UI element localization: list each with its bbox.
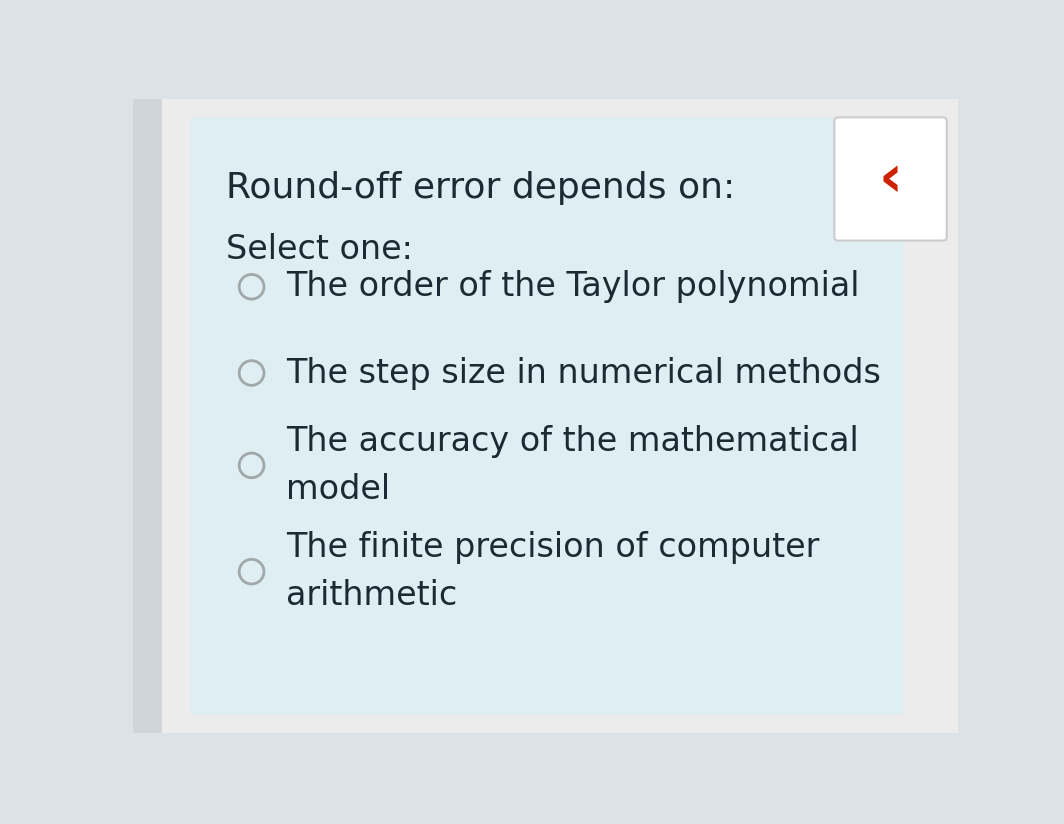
Circle shape	[239, 274, 264, 299]
Text: The step size in numerical methods: The step size in numerical methods	[286, 357, 881, 390]
FancyBboxPatch shape	[834, 117, 947, 241]
Text: The accuracy of the mathematical
model: The accuracy of the mathematical model	[286, 424, 860, 506]
Circle shape	[239, 453, 264, 478]
Text: The finite precision of computer
arithmetic: The finite precision of computer arithme…	[286, 531, 820, 612]
FancyBboxPatch shape	[133, 99, 163, 733]
Circle shape	[239, 361, 264, 386]
Text: Round-off error depends on:: Round-off error depends on:	[226, 171, 735, 205]
Text: Select one:: Select one:	[226, 233, 413, 266]
Circle shape	[239, 559, 264, 584]
FancyBboxPatch shape	[190, 117, 903, 715]
Text: ‹: ‹	[879, 151, 902, 208]
FancyBboxPatch shape	[133, 99, 958, 733]
Text: The order of the Taylor polynomial: The order of the Taylor polynomial	[286, 270, 860, 303]
